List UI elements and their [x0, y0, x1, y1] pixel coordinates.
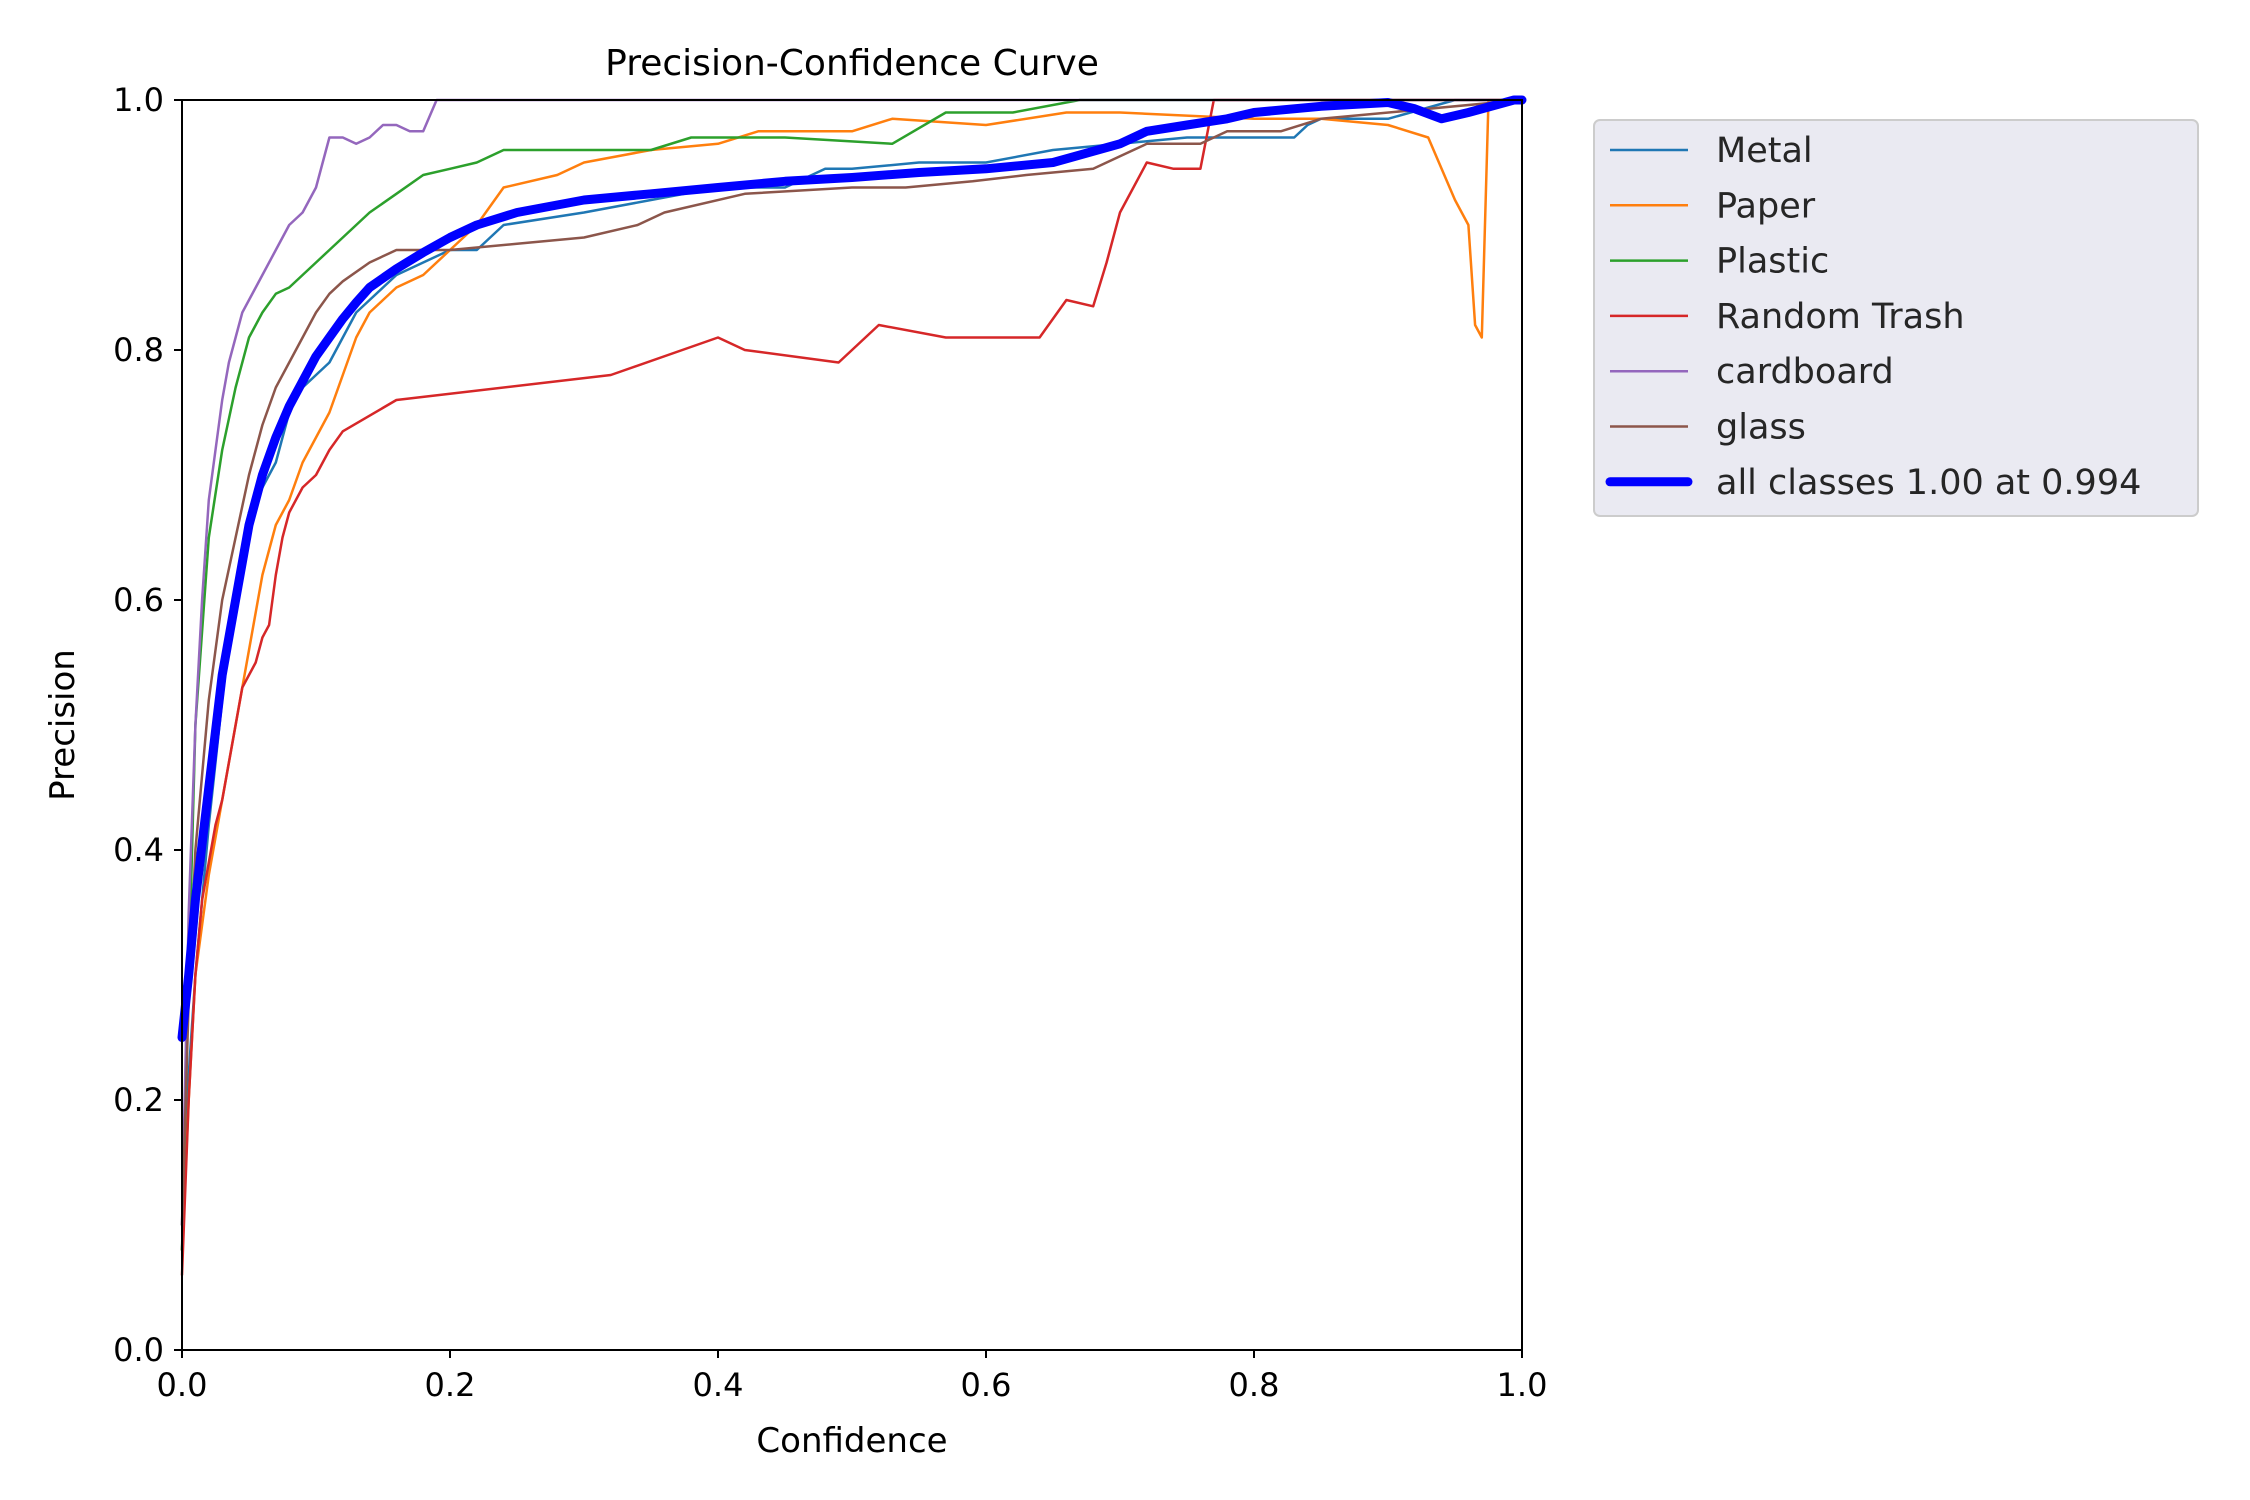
legend-entries: Metal Paper Plastic Random Trash cardboard gl… — [1605, 131, 2141, 503]
legend-label: Random Trash — [1716, 297, 1965, 337]
y-tick-label: 0.2 — [113, 1081, 164, 1119]
y-axis-ticks: 0.0 0.2 0.4 0.6 0.8 1.0 — [113, 81, 182, 1369]
series-layer — [177, 95, 1527, 1277]
series-line-5 — [180, 98, 1524, 1227]
legend-label: glass — [1716, 408, 1806, 448]
legend: Metal Paper Plastic Random Trash cardboard gl… — [1593, 119, 2199, 517]
legend-label: Plastic — [1716, 242, 1829, 282]
chart-title: Precision-Confidence Curve — [605, 43, 1099, 84]
x-axis-ticks: 0.0 0.2 0.4 0.6 0.8 1.0 — [157, 1350, 1548, 1404]
y-axis-label: Precision — [43, 649, 83, 801]
series-line-2 — [180, 98, 1524, 1252]
y-tick-label: 1.0 — [113, 81, 164, 119]
y-tick-label: 0.0 — [113, 1331, 164, 1369]
legend-label: cardboard — [1716, 352, 1894, 392]
x-tick-label: 1.0 — [1497, 1366, 1548, 1404]
y-tick-label: 0.6 — [113, 581, 164, 619]
series-line-3 — [180, 98, 1524, 1277]
x-tick-label: 0.6 — [961, 1366, 1012, 1404]
legend-box — [1593, 119, 2199, 517]
legend-label: Paper — [1716, 186, 1816, 226]
x-tick-label: 0.0 — [157, 1366, 208, 1404]
y-tick-label: 0.4 — [113, 831, 164, 869]
plot-frame — [181, 99, 1523, 1351]
series-line-4 — [180, 98, 1524, 1227]
legend-label: Metal — [1716, 131, 1813, 171]
legend-label: all classes 1.00 at 0.994 — [1716, 463, 2141, 503]
x-tick-label: 0.2 — [425, 1366, 476, 1404]
plot-area — [182, 100, 1522, 1350]
series-line-1 — [180, 98, 1524, 1252]
x-tick-label: 0.4 — [693, 1366, 744, 1404]
series-line-6 — [177, 95, 1527, 1042]
x-axis-label: Confidence — [756, 1421, 947, 1461]
x-tick-label: 0.8 — [1229, 1366, 1280, 1404]
y-tick-label: 0.8 — [113, 331, 164, 369]
